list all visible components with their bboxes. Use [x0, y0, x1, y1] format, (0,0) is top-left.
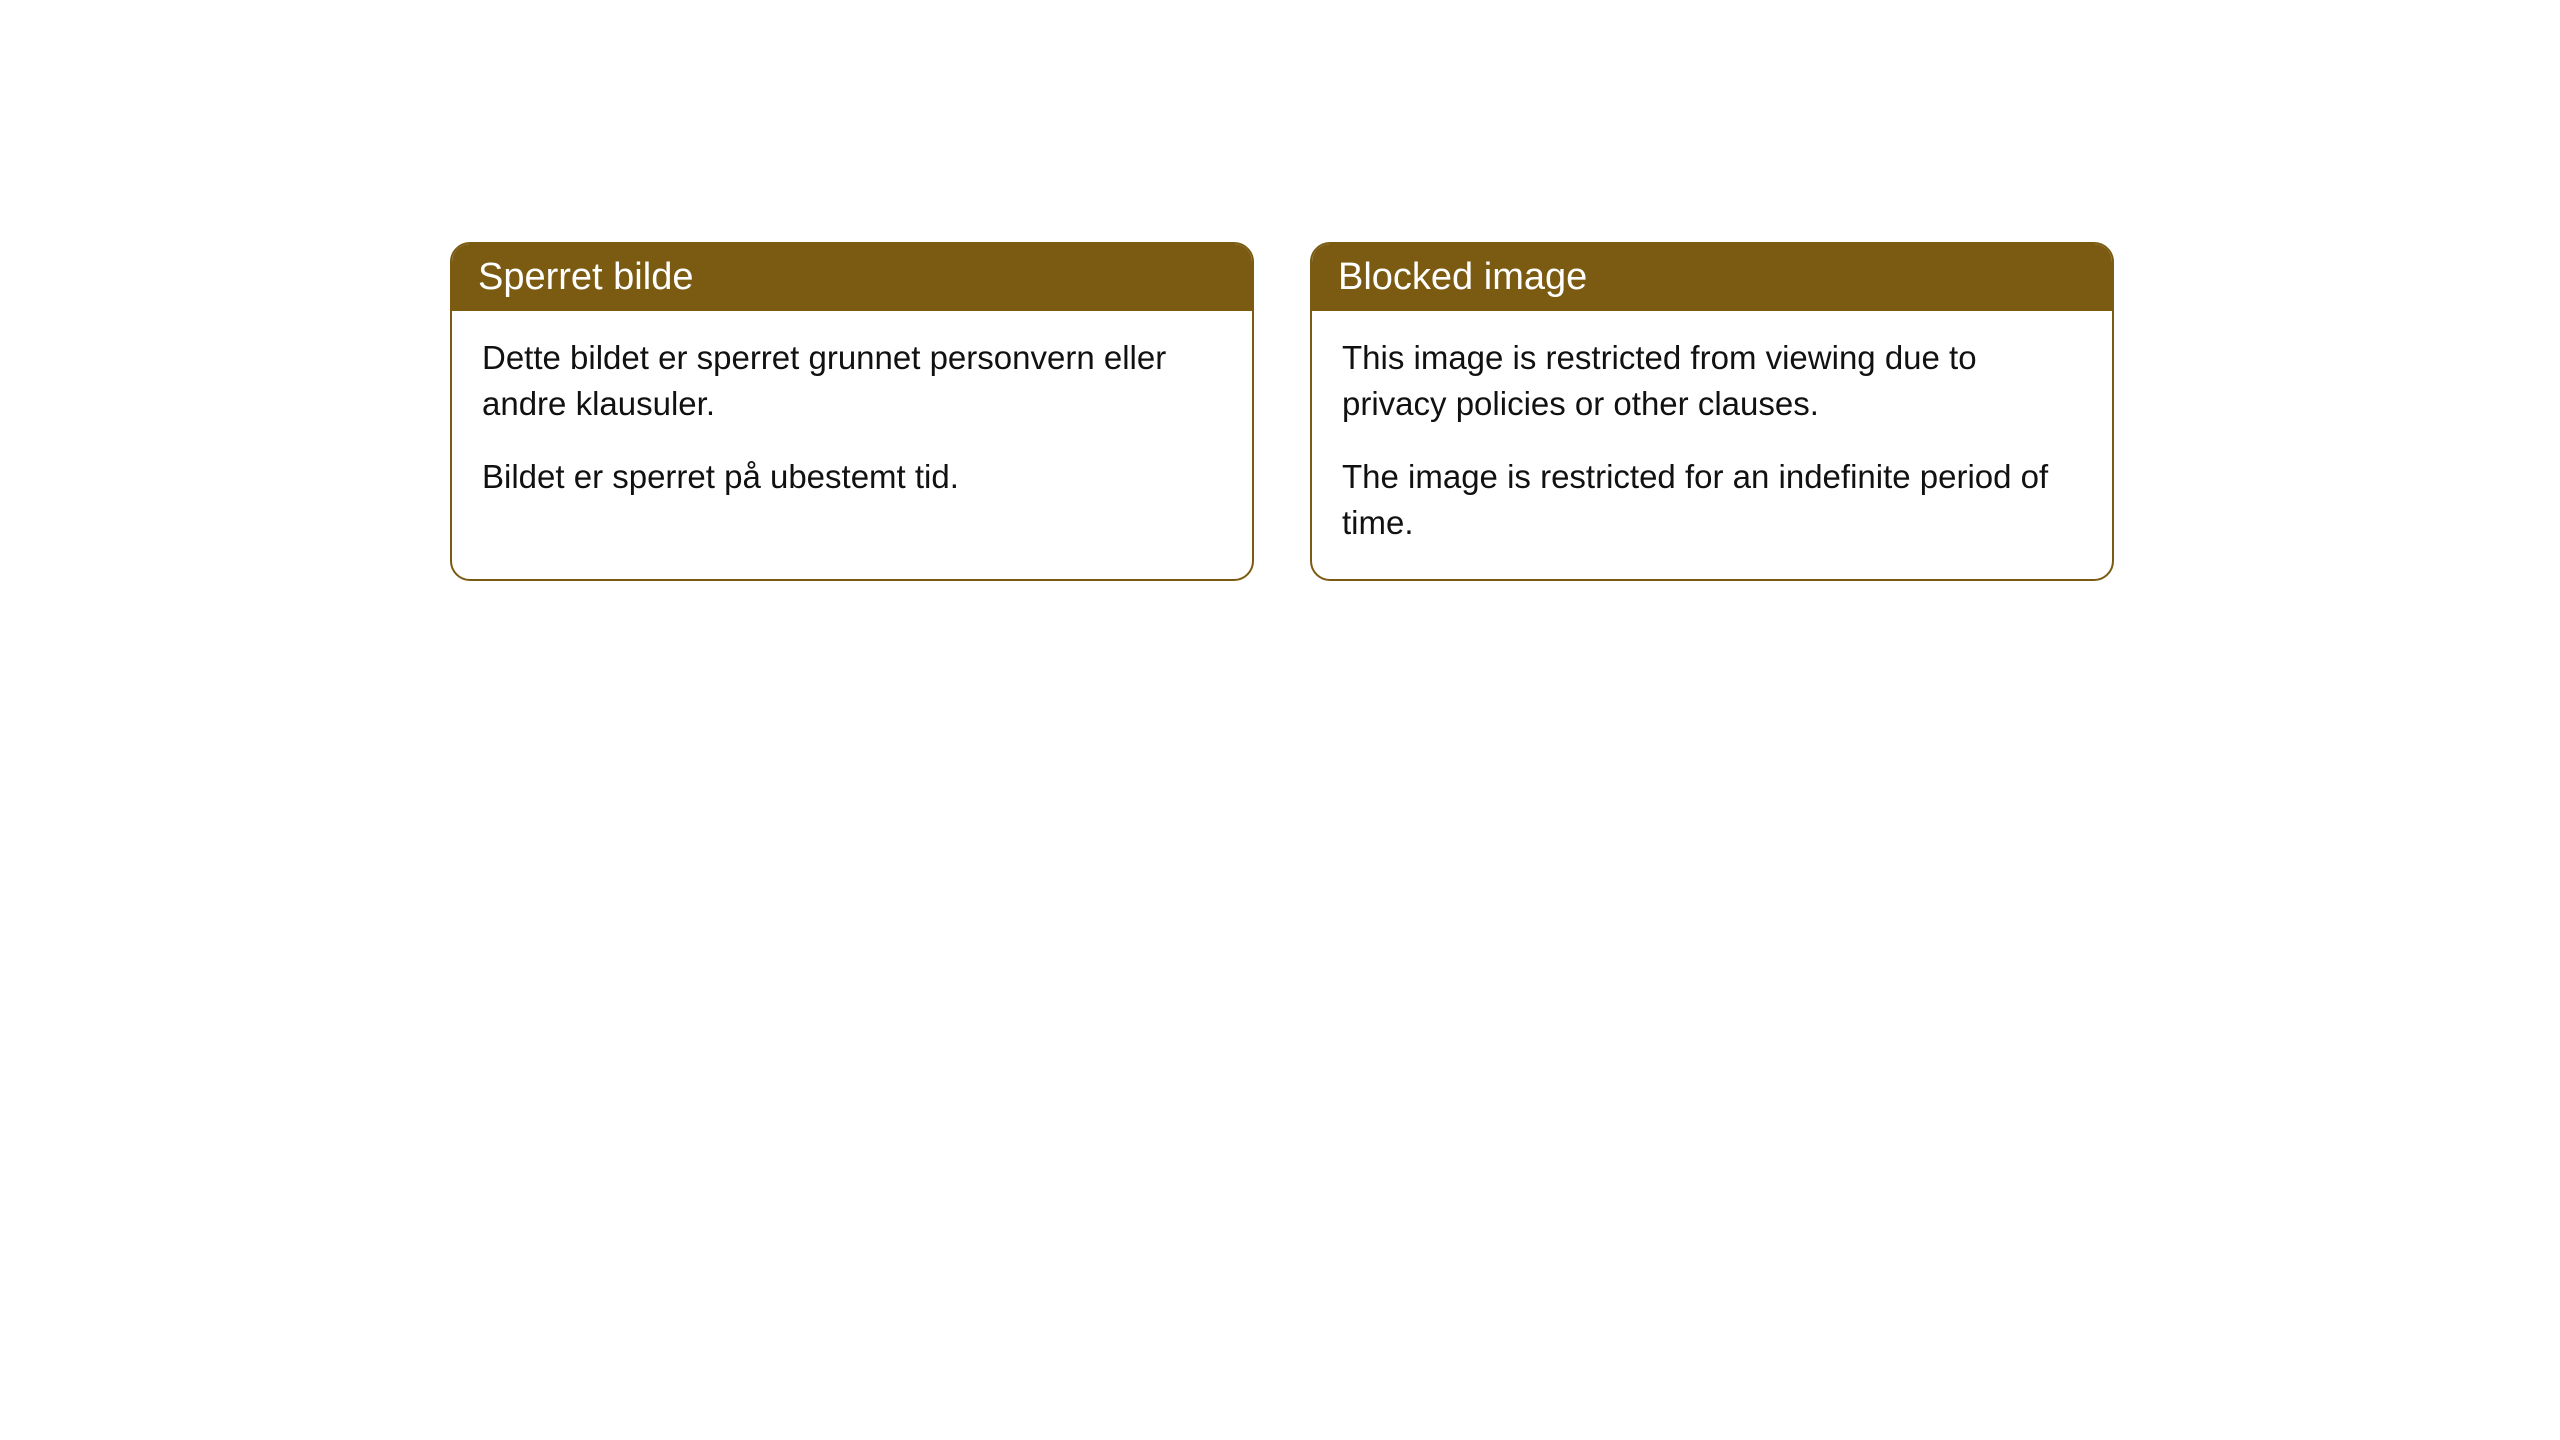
- card-paragraph: This image is restricted from viewing du…: [1342, 335, 2082, 426]
- notice-card-norwegian: Sperret bilde Dette bildet er sperret gr…: [450, 242, 1254, 581]
- card-title: Sperret bilde: [478, 256, 693, 298]
- card-title: Blocked image: [1338, 256, 1587, 298]
- card-header-norwegian: Sperret bilde: [452, 244, 1252, 311]
- notice-container: Sperret bilde Dette bildet er sperret gr…: [0, 0, 2560, 581]
- card-body-norwegian: Dette bildet er sperret grunnet personve…: [452, 311, 1252, 534]
- card-paragraph: The image is restricted for an indefinit…: [1342, 454, 2082, 545]
- card-header-english: Blocked image: [1312, 244, 2112, 311]
- card-paragraph: Dette bildet er sperret grunnet personve…: [482, 335, 1222, 426]
- notice-card-english: Blocked image This image is restricted f…: [1310, 242, 2114, 581]
- card-body-english: This image is restricted from viewing du…: [1312, 311, 2112, 579]
- card-paragraph: Bildet er sperret på ubestemt tid.: [482, 454, 1222, 500]
